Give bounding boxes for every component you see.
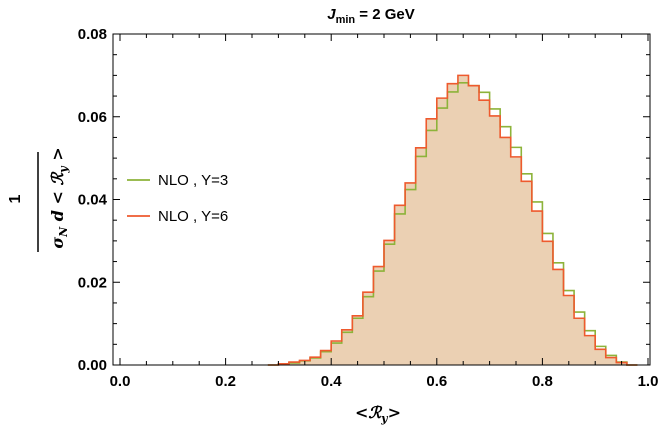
legend: NLO , Y=3 NLO , Y=6 — [127, 172, 228, 225]
x-tick-label: 0.4 — [321, 373, 343, 390]
y-axis: 0.00 0.02 0.04 0.06 0.08 — [78, 26, 650, 374]
series-group — [267, 74, 638, 366]
legend-label-2: NLO , Y=6 — [158, 208, 228, 225]
x-axis-label: <ℛy> — [355, 403, 401, 425]
x-axis: 0.0 0.2 0.4 0.6 0.8 1.0 — [110, 34, 659, 390]
histogram-fill — [267, 75, 638, 365]
title-symbol: J — [327, 6, 336, 23]
y-tick-label: 0.06 — [78, 109, 107, 126]
title-subscript: min — [336, 14, 356, 26]
y-label-one: 1 — [7, 194, 24, 203]
y-tick-label: 0.00 — [78, 357, 107, 374]
y-tick-label: 0.02 — [78, 274, 107, 291]
y-tick-label: 0.08 — [78, 26, 107, 43]
histogram-fill-area — [267, 75, 638, 365]
x-tick-label: 0.6 — [426, 373, 447, 390]
series-line-2 — [267, 74, 638, 366]
x-tick-label: 0.0 — [110, 373, 131, 390]
title-rest: = 2 GeV — [355, 6, 415, 23]
chart-title: Jmin = 2 GeV — [327, 6, 415, 26]
x-tick-label: 0.8 — [532, 373, 553, 390]
x-tick-label: 0.2 — [215, 373, 236, 390]
y-tick-label: 0.04 — [78, 192, 108, 209]
legend-label-1: NLO , Y=3 — [158, 172, 228, 189]
x-tick-label: 1.0 — [638, 373, 659, 390]
